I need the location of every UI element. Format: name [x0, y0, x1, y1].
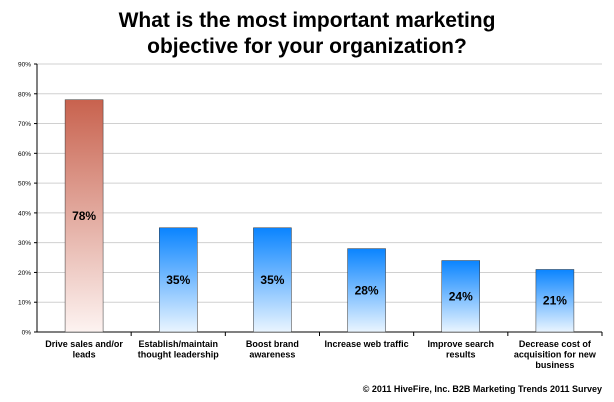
y-tick-label: 10% — [18, 300, 31, 307]
source-footnote: © 2011 HiveFire, Inc. B2B Marketing Tren… — [362, 384, 602, 394]
x-tick-label: Decrease cost of — [519, 339, 592, 349]
data-label: 28% — [355, 283, 379, 297]
bar — [159, 227, 198, 333]
y-tick-label: 60% — [18, 151, 31, 158]
x-tick-label: Boost brand — [246, 339, 299, 349]
bar — [347, 248, 386, 333]
chart-title-line-1: What is the most important marketing — [118, 9, 496, 32]
y-tick-label: 20% — [18, 270, 31, 277]
x-tick-label: thought leadership — [138, 350, 220, 360]
bar — [535, 269, 575, 333]
y-tick-label: 30% — [18, 240, 31, 247]
y-tick-label: 40% — [18, 210, 31, 217]
chart-title: What is the most important marketing obj… — [0, 8, 614, 60]
x-tick-label: business — [535, 360, 574, 370]
x-tick-label: results — [446, 350, 476, 360]
data-label: 35% — [166, 273, 190, 287]
y-tick-label: 70% — [18, 121, 31, 128]
x-tick-label: Improve search — [427, 339, 494, 349]
data-label: 21% — [543, 294, 567, 308]
x-tick-label: Establish/maintain — [138, 339, 218, 349]
chart-title-line-2: objective for your organization? — [147, 35, 467, 58]
data-label: 78% — [72, 209, 96, 223]
bar — [253, 227, 292, 333]
x-tick-label: acquisition for new — [514, 350, 597, 360]
x-tick-label: Drive sales and/or — [45, 339, 123, 349]
y-tick-label: 90% — [18, 62, 31, 69]
bar — [64, 99, 104, 333]
bar — [441, 260, 480, 333]
x-tick-label: leads — [73, 350, 96, 360]
x-tick-label: Increase web traffic — [325, 339, 409, 349]
y-tick-label: 50% — [18, 181, 31, 188]
data-label: 35% — [260, 273, 284, 287]
y-tick-label: 0% — [22, 330, 32, 337]
x-tick-label: awareness — [249, 350, 295, 360]
y-tick-label: 80% — [18, 91, 31, 98]
data-label: 24% — [449, 289, 473, 303]
